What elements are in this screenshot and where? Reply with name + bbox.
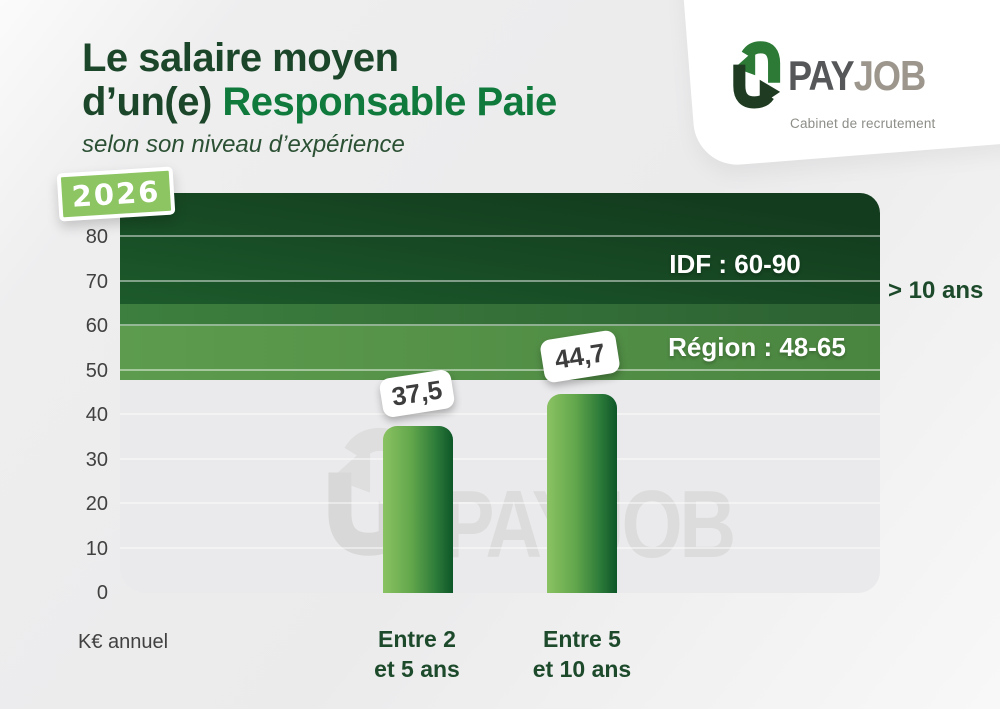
- title-line1: Le salaire moyen: [82, 36, 399, 80]
- bar-entre-2-et-5-ans: [383, 426, 453, 593]
- gridline: [120, 368, 880, 371]
- y-tick-label: 80: [85, 226, 108, 249]
- y-tick-label: 70: [85, 270, 108, 293]
- band-region-label: Région : 48-65: [668, 332, 846, 362]
- x-label-entre-5-et-10-ans: Entre 5 et 10 ans: [502, 624, 662, 684]
- gridline: [120, 546, 880, 549]
- gridline: [120, 324, 880, 327]
- x-label-line2: et 5 ans: [374, 656, 460, 682]
- title-block: Le salaire moyen d’un(e) Responsable Pai…: [82, 36, 557, 159]
- y-tick-label: 30: [85, 448, 108, 471]
- payjob-arrows-icon: [733, 41, 781, 109]
- year-badge: 2026: [56, 166, 176, 222]
- logo-wordmark-job: JOB: [853, 52, 927, 99]
- value-tag-bar1-text: 37,5: [389, 374, 445, 412]
- bar-entre-5-et-10-ans: [547, 394, 617, 593]
- x-label-line2: et 10 ans: [532, 656, 632, 682]
- gridline: [120, 413, 880, 416]
- y-axis-unit-label: K€ annuel: [78, 631, 169, 653]
- plot-area: PAYJOB: [120, 193, 880, 593]
- logo-tagline: Cabinet de recrutement: [790, 116, 936, 131]
- title-line2: d’un(e) Responsable Paie: [82, 80, 557, 124]
- payjob-logo: PAYJOB Cabinet de recrutement: [728, 22, 958, 142]
- y-tick-label: 20: [85, 493, 108, 516]
- band-region-48-65: [120, 326, 880, 380]
- title-line2-highlight: Responsable Paie: [222, 80, 557, 124]
- band-overlap-60-65: [120, 304, 880, 327]
- gridline: [120, 502, 880, 505]
- y-tick-label: 10: [85, 537, 108, 560]
- y-tick-label: 50: [85, 359, 108, 382]
- y-tick-label: 40: [85, 404, 108, 427]
- band-idf-label: IDF : 60-90: [669, 249, 801, 279]
- gridline: [120, 457, 880, 460]
- title-line2-prefix: d’un(e): [82, 80, 223, 124]
- gridline: [120, 279, 880, 282]
- gridline: [120, 235, 880, 238]
- subtitle: selon son niveau d’expérience: [82, 131, 405, 158]
- value-tag-bar2-text: 44,7: [552, 337, 608, 375]
- x-label-line1: Entre 2: [378, 626, 456, 652]
- year-badge-text: 2026: [70, 174, 162, 214]
- x-label-entre-2-et-5-ans: Entre 2 et 5 ans: [337, 624, 497, 684]
- band-idf-60-90: [120, 193, 880, 305]
- x-label-line1: Entre 5: [543, 626, 621, 652]
- y-tick-label: 60: [85, 315, 108, 338]
- y-axis: 0 10 20 30 40 50 60 70 80: [0, 193, 108, 604]
- band-experience-label: > 10 ans: [888, 277, 984, 304]
- y-tick-label: 0: [96, 582, 108, 604]
- logo-wordmark: PAYJOB: [788, 52, 927, 100]
- logo-wordmark-pay: PAY: [788, 52, 855, 99]
